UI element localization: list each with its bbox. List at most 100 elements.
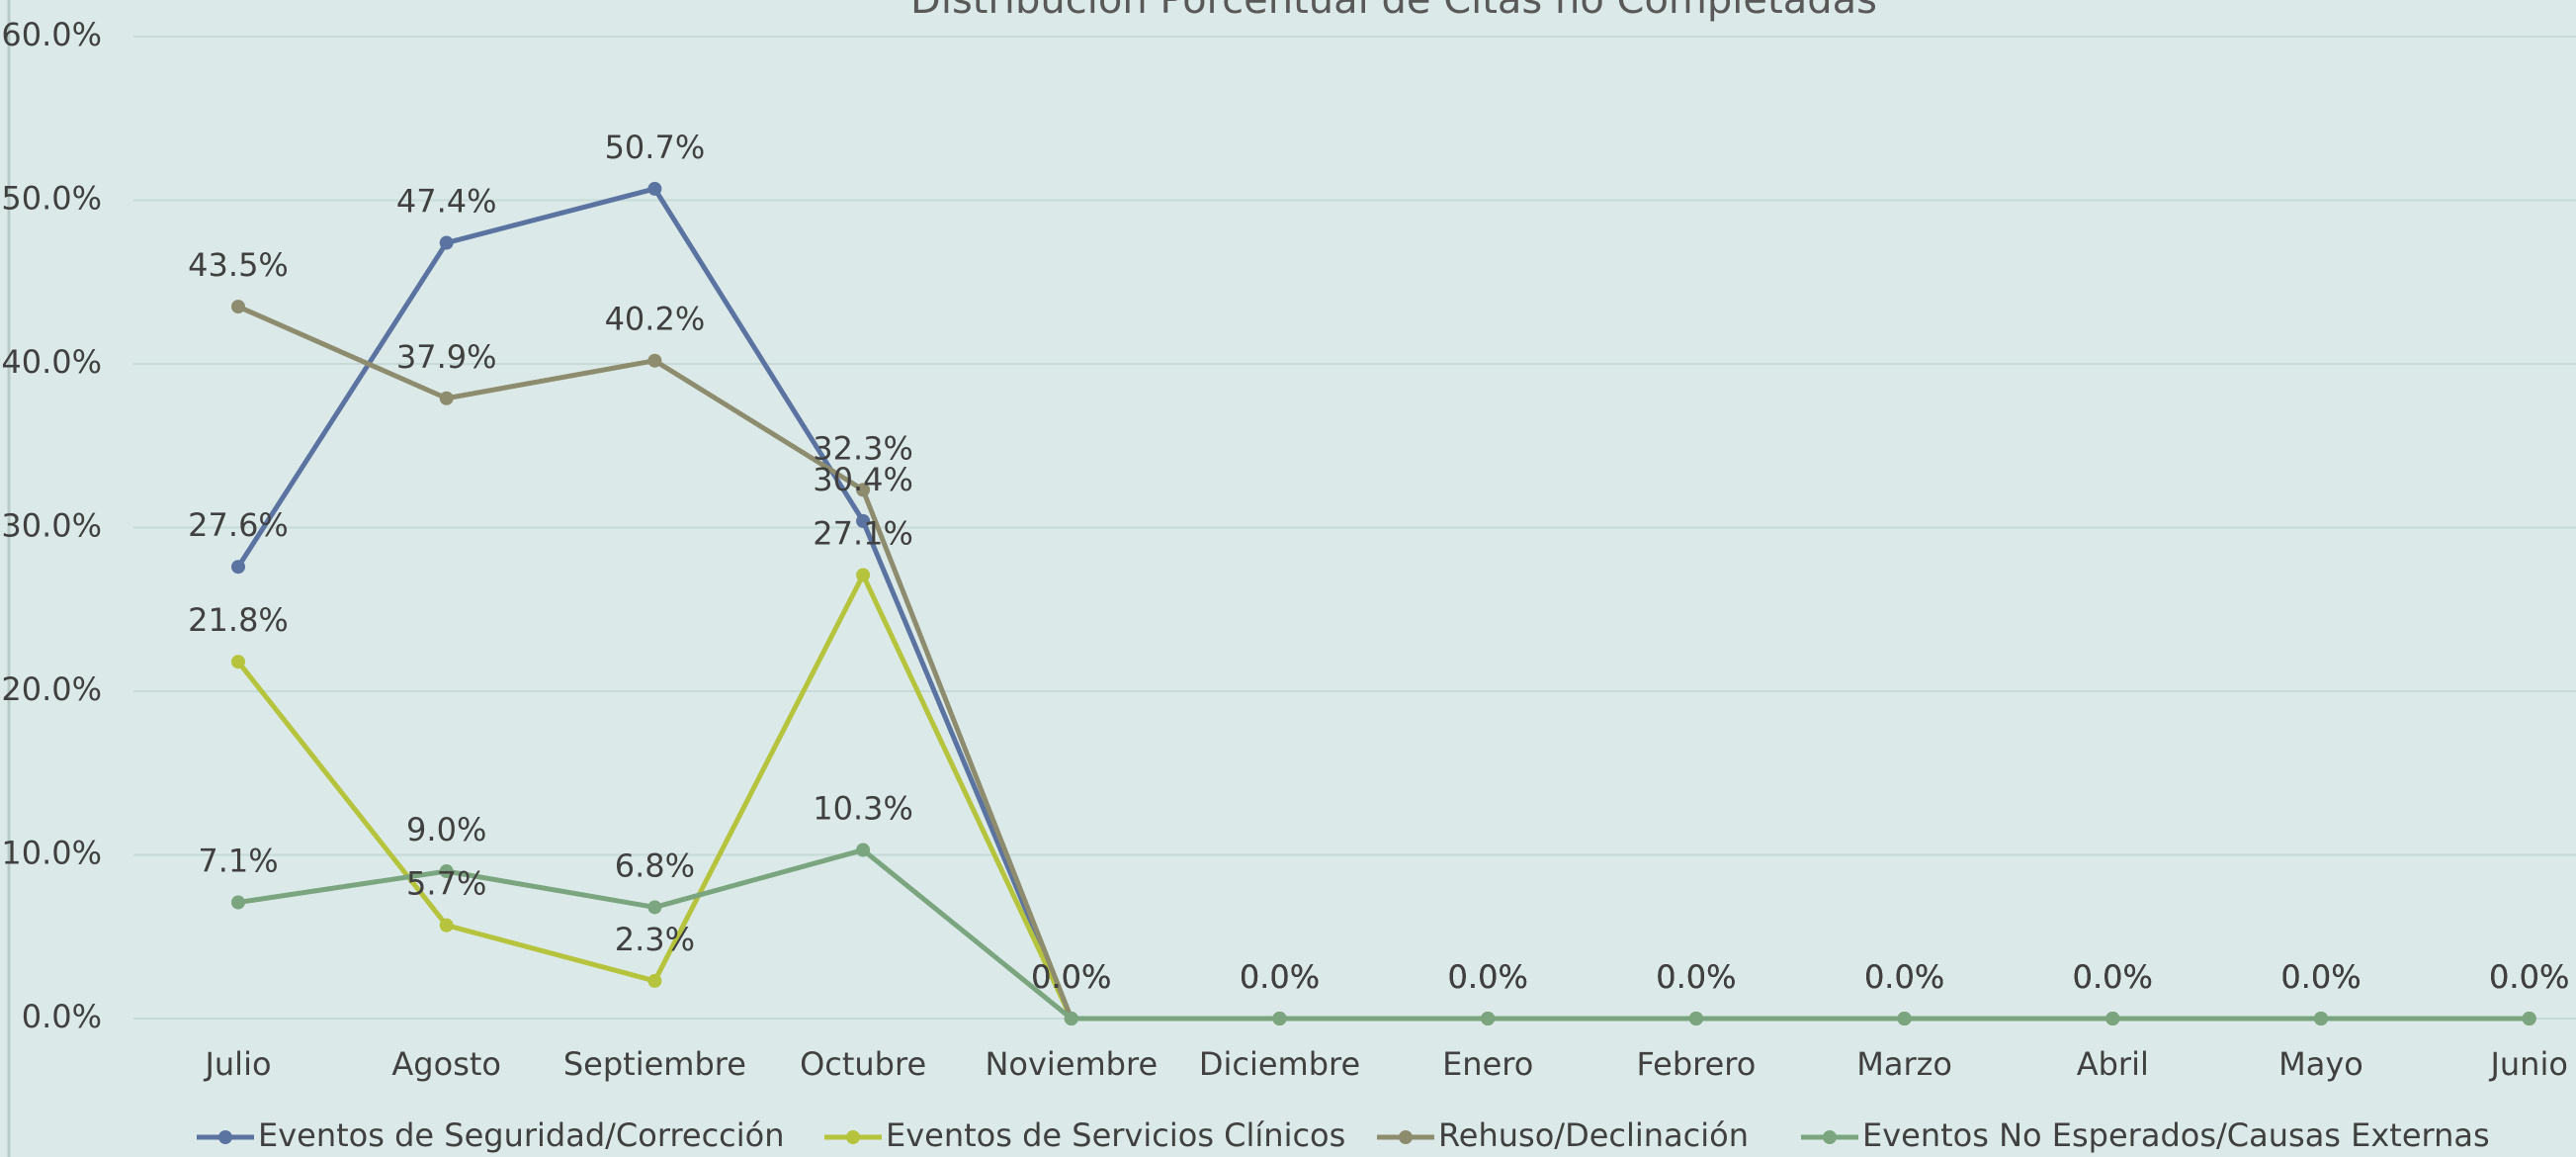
data-label: 0.0% <box>2073 958 2153 996</box>
x-tick-label: Junio <box>2488 1045 2567 1083</box>
data-label: 40.2% <box>605 301 706 338</box>
point-marker <box>231 655 245 669</box>
point-marker <box>647 900 662 915</box>
data-label: 0.0% <box>1448 958 1528 996</box>
point-marker <box>856 843 871 857</box>
data-label: 0.0% <box>2280 958 2361 996</box>
x-tick-label: Marzo <box>1856 1045 1952 1083</box>
y-tick-label: 40.0% <box>1 343 102 381</box>
data-label: 0.0% <box>1240 958 1320 996</box>
point-marker <box>1272 1012 1287 1025</box>
data-label: 0.0% <box>1864 958 1944 996</box>
data-label: 0.0% <box>2280 958 2361 996</box>
point-marker <box>439 391 454 405</box>
legend-marker <box>218 1130 232 1144</box>
point-marker <box>1897 1012 1912 1025</box>
legend-marker <box>1399 1130 1413 1144</box>
x-tick-label: Agosto <box>391 1045 501 1083</box>
data-label: 30.4% <box>813 461 913 498</box>
data-label: 47.4% <box>396 183 497 221</box>
point-marker <box>231 300 245 314</box>
data-label: 0.0% <box>1864 958 1944 996</box>
data-label: 0.0% <box>1448 958 1528 996</box>
data-label: 6.8% <box>615 846 695 884</box>
point-marker <box>1481 1012 1496 1025</box>
legend-label: Eventos No Esperados/Causas Externas <box>1862 1116 2490 1154</box>
data-label: 50.7% <box>605 129 706 166</box>
point-marker <box>2105 1012 2120 1025</box>
data-label: 37.9% <box>396 338 497 376</box>
data-label: 0.0% <box>1656 958 1736 996</box>
point-marker <box>856 513 871 528</box>
y-tick-label: 60.0% <box>1 16 102 53</box>
data-label: 2.3% <box>615 921 695 958</box>
data-label: 0.0% <box>2280 958 2361 996</box>
x-tick-label: Mayo <box>2278 1045 2363 1083</box>
data-label: 0.0% <box>1864 958 1944 996</box>
data-label: 0.0% <box>1031 958 1111 996</box>
data-label: 0.0% <box>2489 958 2569 996</box>
data-label: 0.0% <box>1448 958 1528 996</box>
point-marker <box>231 560 245 575</box>
point-marker <box>439 864 454 879</box>
data-label: 0.0% <box>2489 958 2569 996</box>
data-label: 0.0% <box>2073 958 2153 996</box>
point-marker <box>439 235 454 250</box>
x-tick-label: Septiembre <box>563 1045 746 1083</box>
data-label: 0.0% <box>1656 958 1736 996</box>
data-label: 27.1% <box>813 514 913 552</box>
x-tick-label: Octubre <box>800 1045 926 1083</box>
point-marker <box>2314 1012 2328 1025</box>
data-label: 0.0% <box>1031 958 1111 996</box>
data-label: 0.0% <box>2489 958 2569 996</box>
x-tick-label: Febrero <box>1636 1045 1756 1083</box>
y-tick-label: 0.0% <box>22 998 102 1035</box>
x-tick-label: Julio <box>203 1045 271 1083</box>
y-tick-label: 10.0% <box>1 835 102 872</box>
legend-marker <box>846 1130 860 1144</box>
point-marker <box>647 973 662 988</box>
legend-marker <box>1823 1130 1837 1144</box>
data-label: 0.0% <box>1240 958 1320 996</box>
data-label: 27.6% <box>188 506 289 544</box>
data-label: 7.1% <box>198 842 278 879</box>
legend-label: Rehuso/Declinación <box>1438 1116 1749 1154</box>
point-marker <box>647 353 662 368</box>
data-label: 0.0% <box>1031 958 1111 996</box>
data-label: 0.0% <box>1240 958 1320 996</box>
point-marker <box>2522 1012 2536 1025</box>
x-tick-label: Enero <box>1442 1045 1533 1083</box>
legend-label: Eventos de Seguridad/Corrección <box>258 1116 785 1154</box>
data-label: 0.0% <box>2489 958 2569 996</box>
data-label: 0.0% <box>2073 958 2153 996</box>
point-marker <box>439 918 454 933</box>
x-tick-label: Abril <box>2077 1045 2149 1083</box>
point-marker <box>856 568 871 582</box>
data-label: 5.7% <box>406 865 486 903</box>
data-label: 0.0% <box>1864 958 1944 996</box>
data-label: 21.8% <box>188 601 289 639</box>
data-label: 0.0% <box>1656 958 1736 996</box>
data-label: 0.0% <box>1656 958 1736 996</box>
data-label: 0.0% <box>1240 958 1320 996</box>
y-tick-label: 30.0% <box>1 507 102 545</box>
point-marker <box>1064 1012 1078 1025</box>
data-label: 0.0% <box>1448 958 1528 996</box>
point-marker <box>231 895 245 910</box>
x-tick-label: Noviembre <box>985 1045 1158 1083</box>
data-label: 32.3% <box>813 429 913 467</box>
series-line <box>237 847 2530 1022</box>
x-tick-label: Diciembre <box>1199 1045 1360 1083</box>
chart-title: Distribución Porcentual de Citas no Comp… <box>910 0 1877 23</box>
legend-label: Eventos de Servicios Clínicos <box>886 1116 1345 1154</box>
data-label: 9.0% <box>406 811 486 848</box>
y-tick-label: 20.0% <box>1 670 102 708</box>
point-marker <box>647 181 662 196</box>
point-marker <box>856 483 871 497</box>
data-label: 10.3% <box>813 790 913 828</box>
data-label: 43.5% <box>188 246 289 284</box>
point-marker <box>1688 1012 1703 1025</box>
